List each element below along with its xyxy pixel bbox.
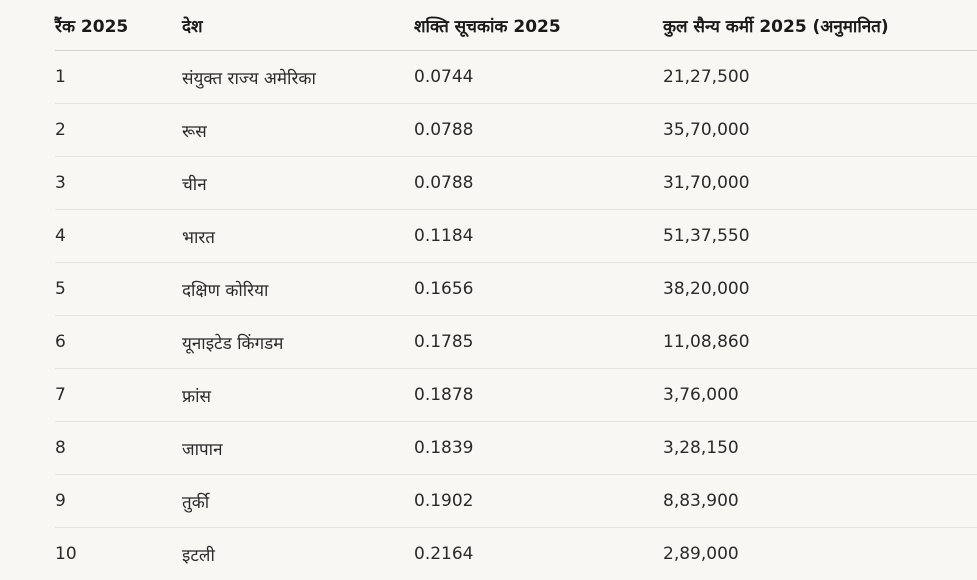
cell-rank: 8 [55,422,182,475]
cell-rank: 2 [55,104,182,157]
cell-country: फ्रांस [182,369,414,422]
cell-power-index: 0.1785 [414,316,663,369]
cell-rank: 7 [55,369,182,422]
table-row: 10 इटली 0.2164 2,89,000 [55,528,977,580]
header-rank: रैंक 2025 [55,0,182,51]
cell-power-index: 0.1184 [414,210,663,263]
military-power-table: रैंक 2025 देश शक्ति सूचकांक 2025 कुल सैन… [55,0,977,580]
cell-personnel: 35,70,000 [663,104,977,157]
cell-rank: 4 [55,210,182,263]
cell-power-index: 0.1839 [414,422,663,475]
cell-country: चीन [182,157,414,210]
cell-power-index: 0.0788 [414,157,663,210]
cell-rank: 9 [55,475,182,528]
cell-personnel: 31,70,000 [663,157,977,210]
table-header: रैंक 2025 देश शक्ति सूचकांक 2025 कुल सैन… [55,0,977,51]
cell-power-index: 0.1656 [414,263,663,316]
cell-personnel: 8,83,900 [663,475,977,528]
cell-personnel: 3,76,000 [663,369,977,422]
cell-country: संयुक्त राज्य अमेरिका [182,51,414,104]
cell-country: रूस [182,104,414,157]
cell-country: जापान [182,422,414,475]
header-row: रैंक 2025 देश शक्ति सूचकांक 2025 कुल सैन… [55,0,977,51]
cell-power-index: 0.2164 [414,528,663,580]
table-body: 1 संयुक्त राज्य अमेरिका 0.0744 21,27,500… [55,51,977,580]
cell-power-index: 0.0744 [414,51,663,104]
cell-personnel: 2,89,000 [663,528,977,580]
cell-power-index: 0.1902 [414,475,663,528]
table-row: 8 जापान 0.1839 3,28,150 [55,422,977,475]
cell-personnel: 38,20,000 [663,263,977,316]
cell-country: तुर्की [182,475,414,528]
table-row: 7 फ्रांस 0.1878 3,76,000 [55,369,977,422]
table-row: 6 यूनाइटेड किंगडम 0.1785 11,08,860 [55,316,977,369]
header-power-index: शक्ति सूचकांक 2025 [414,0,663,51]
cell-personnel: 11,08,860 [663,316,977,369]
cell-country: भारत [182,210,414,263]
cell-personnel: 21,27,500 [663,51,977,104]
table-row: 5 दक्षिण कोरिया 0.1656 38,20,000 [55,263,977,316]
header-personnel: कुल सैन्य कर्मी 2025 (अनुमानित) [663,0,977,51]
table-row: 2 रूस 0.0788 35,70,000 [55,104,977,157]
table-row: 1 संयुक्त राज्य अमेरिका 0.0744 21,27,500 [55,51,977,104]
cell-country: यूनाइटेड किंगडम [182,316,414,369]
header-country: देश [182,0,414,51]
cell-power-index: 0.0788 [414,104,663,157]
cell-rank: 6 [55,316,182,369]
cell-rank: 1 [55,51,182,104]
cell-country: इटली [182,528,414,580]
table-row: 4 भारत 0.1184 51,37,550 [55,210,977,263]
cell-rank: 3 [55,157,182,210]
cell-country: दक्षिण कोरिया [182,263,414,316]
cell-rank: 5 [55,263,182,316]
cell-personnel: 51,37,550 [663,210,977,263]
cell-personnel: 3,28,150 [663,422,977,475]
cell-rank: 10 [55,528,182,580]
cell-power-index: 0.1878 [414,369,663,422]
table-row: 3 चीन 0.0788 31,70,000 [55,157,977,210]
table-row: 9 तुर्की 0.1902 8,83,900 [55,475,977,528]
